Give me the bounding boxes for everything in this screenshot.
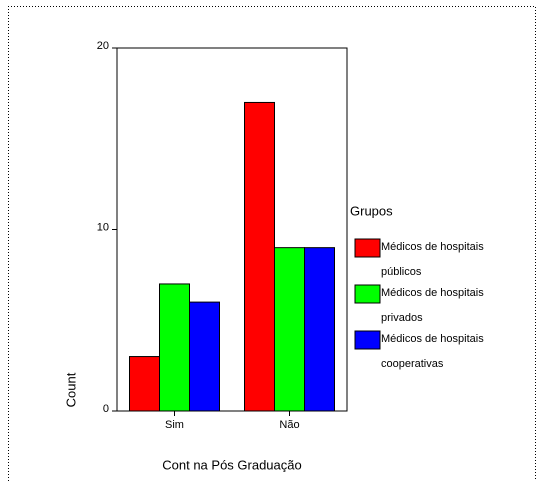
legend-label: Médicos de hospitais públicos <box>381 241 484 278</box>
x-tick-label: Sim <box>165 419 184 431</box>
legend-title: Grupos <box>350 203 393 218</box>
y-tick-label: 20 <box>97 40 109 52</box>
legend-swatch <box>354 238 381 258</box>
legend-swatch <box>354 284 381 304</box>
legend-label: Médicos de hospitais privados <box>381 287 484 324</box>
y-tick-label: 10 <box>97 221 109 233</box>
bar <box>304 247 335 412</box>
bar <box>129 356 160 412</box>
x-tick-label: Não <box>279 419 299 431</box>
y-tick-label: 0 <box>103 403 109 415</box>
bar <box>244 101 275 412</box>
x-axis-label: Cont na Pós Graduação <box>162 457 301 472</box>
frame <box>8 6 536 481</box>
y-axis-label: Count <box>63 372 78 407</box>
bar <box>189 301 220 412</box>
bar <box>274 247 305 412</box>
bar <box>159 283 190 412</box>
legend-label: Médicos de hospitais cooperativas <box>381 333 484 370</box>
legend-swatch <box>354 330 381 350</box>
